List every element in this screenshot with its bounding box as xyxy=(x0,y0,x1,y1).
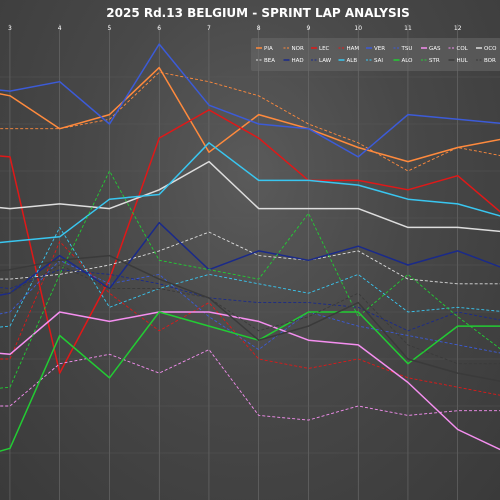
series-line-had xyxy=(0,221,500,296)
legend-label-ham: HAM xyxy=(347,46,360,52)
series-line-oco xyxy=(0,160,500,233)
series-line-sai xyxy=(0,226,500,328)
legend-label-pia: PIA xyxy=(264,46,273,52)
legend-label-oco: OCO xyxy=(484,46,497,52)
x-tick-label: 8 xyxy=(257,25,261,32)
x-tick-label: 5 xyxy=(108,25,112,32)
x-tick-label: 4 xyxy=(58,25,62,32)
series-line-tsu xyxy=(0,259,500,354)
x-tick-label: 7 xyxy=(207,25,211,32)
series-lines xyxy=(0,43,500,452)
series-line-alb xyxy=(0,142,500,244)
legend-label-ver: VER xyxy=(374,46,385,52)
series-line-bor xyxy=(0,264,500,365)
legend-label-lec: LEC xyxy=(319,46,330,52)
legend-label-alb: ALB xyxy=(347,58,358,64)
legend: PIA NOR LEC HAM VER TSU GAS COL OCO BEA HAD LAW ALB S… xyxy=(251,38,500,71)
legend-label-col: COL xyxy=(457,46,469,52)
x-tick-label: 12 xyxy=(454,25,462,32)
legend-label-had: HAD xyxy=(292,58,304,64)
series-line-pia xyxy=(0,66,500,163)
legend-label-law: LAW xyxy=(319,58,332,64)
series-line-nor xyxy=(0,71,500,172)
series-line-str xyxy=(0,170,500,389)
series-line-ver xyxy=(0,43,500,158)
legend-label-sai: SAI xyxy=(374,58,383,64)
legend-label-str: STR xyxy=(429,58,440,64)
legend-label-nor: NOR xyxy=(292,46,304,52)
series-line-hul xyxy=(0,254,500,382)
series-line-lec xyxy=(0,109,500,374)
legend-label-bor: BOR xyxy=(484,58,496,64)
x-tick-label: 9 xyxy=(307,25,311,32)
legend-label-gas: GAS xyxy=(429,46,441,52)
chart-title: 2025 Rd.13 BELGIUM - SPRINT LAP ANALYSIS xyxy=(106,6,409,20)
legend-label-alo: ALO xyxy=(402,58,414,64)
x-tick-label: 11 xyxy=(404,25,412,32)
series-line-gas xyxy=(0,311,500,451)
legend-label-tsu: TSU xyxy=(401,46,413,52)
legend-label-bea: BEA xyxy=(264,58,275,64)
x-tick-label: 3 xyxy=(8,25,12,32)
x-tick-labels: 3 4 5 6 7 8 9 10 11 12 xyxy=(8,25,462,32)
series-line-bea xyxy=(0,231,500,285)
legend-label-hul: HUL xyxy=(457,58,469,64)
legend-box xyxy=(251,38,500,71)
grid xyxy=(0,24,500,500)
series-line-alo xyxy=(0,311,500,452)
series-line-law xyxy=(0,269,500,332)
x-tick-label: 6 xyxy=(157,25,161,32)
x-tick-label: 10 xyxy=(354,25,362,32)
series-line-col xyxy=(0,349,500,421)
